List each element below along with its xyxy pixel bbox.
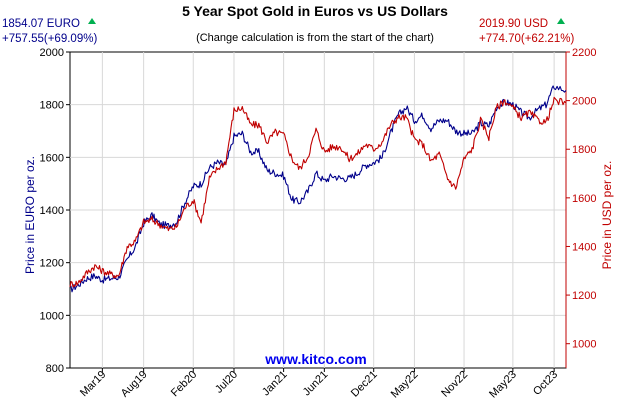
x-tick-label: May23 [487, 369, 519, 400]
left-change-readout: +757.55(+69.09%) [2, 33, 97, 45]
right-y-tick-label: 1800 [572, 144, 596, 156]
left-y-tick-label: 2000 [40, 47, 64, 59]
chart-title: 5 Year Spot Gold in Euros vs US Dollars [182, 3, 448, 19]
right-y-tick-label: 1200 [572, 290, 596, 302]
up-arrow-icon [88, 18, 96, 24]
series-layer [69, 85, 567, 293]
chart-subtitle: (Change calculation is from the start of… [196, 32, 434, 44]
right-y-tick-label: 1000 [572, 339, 596, 351]
right-y-axis-label: Price in USD per oz. [600, 161, 614, 270]
x-tick-label: Mar19 [78, 369, 109, 400]
x-tick-label: Aug19 [119, 369, 150, 400]
x-axis: Mar19 Aug19 Feb20 Jul20 Jan21 Jun21 Dec21 May22… [78, 368, 560, 400]
x-tick-label: Jun21 [301, 369, 331, 399]
x-tick-label: Feb20 [169, 369, 200, 400]
x-tick-label: Jul20 [213, 369, 240, 396]
right-y-axis: 1000 1200 1400 1600 1800 2000 2200 [565, 47, 596, 368]
left-y-tick-label: 1600 [40, 152, 64, 164]
watermark-link[interactable]: www.kitco.com [264, 351, 366, 367]
right-y-tick-label: 2000 [572, 96, 596, 108]
left-y-axis-label: Price in EURO per oz. [23, 156, 37, 274]
right-change-readout: +774.70(+62.21%) [479, 33, 574, 45]
up-arrow-icon [557, 18, 565, 24]
right-y-tick-label: 2200 [572, 47, 596, 59]
x-tick-label: Oct23 [531, 369, 560, 398]
left-y-tick-label: 1200 [40, 258, 64, 270]
x-tick-label: May22 [389, 369, 421, 400]
x-tick-label: Dec21 [349, 369, 380, 400]
right-y-tick-label: 1600 [572, 193, 596, 205]
right-y-tick-label: 1400 [572, 241, 596, 253]
grid-lines [70, 52, 566, 368]
left-y-tick-label: 800 [46, 363, 64, 375]
x-tick-label: Jan21 [260, 369, 290, 399]
left-price-readout: 1854.07 EURO [2, 18, 80, 30]
left-y-tick-label: 1400 [40, 205, 64, 217]
left-y-axis: 800 1000 1200 1400 1600 1800 2000 [40, 47, 70, 375]
x-tick-label: Nov22 [439, 369, 470, 400]
left-y-tick-label: 1000 [40, 310, 64, 322]
left-y-tick-label: 1800 [40, 100, 64, 112]
usd-price-line [69, 96, 567, 288]
right-price-readout: 2019.90 USD [479, 18, 548, 30]
